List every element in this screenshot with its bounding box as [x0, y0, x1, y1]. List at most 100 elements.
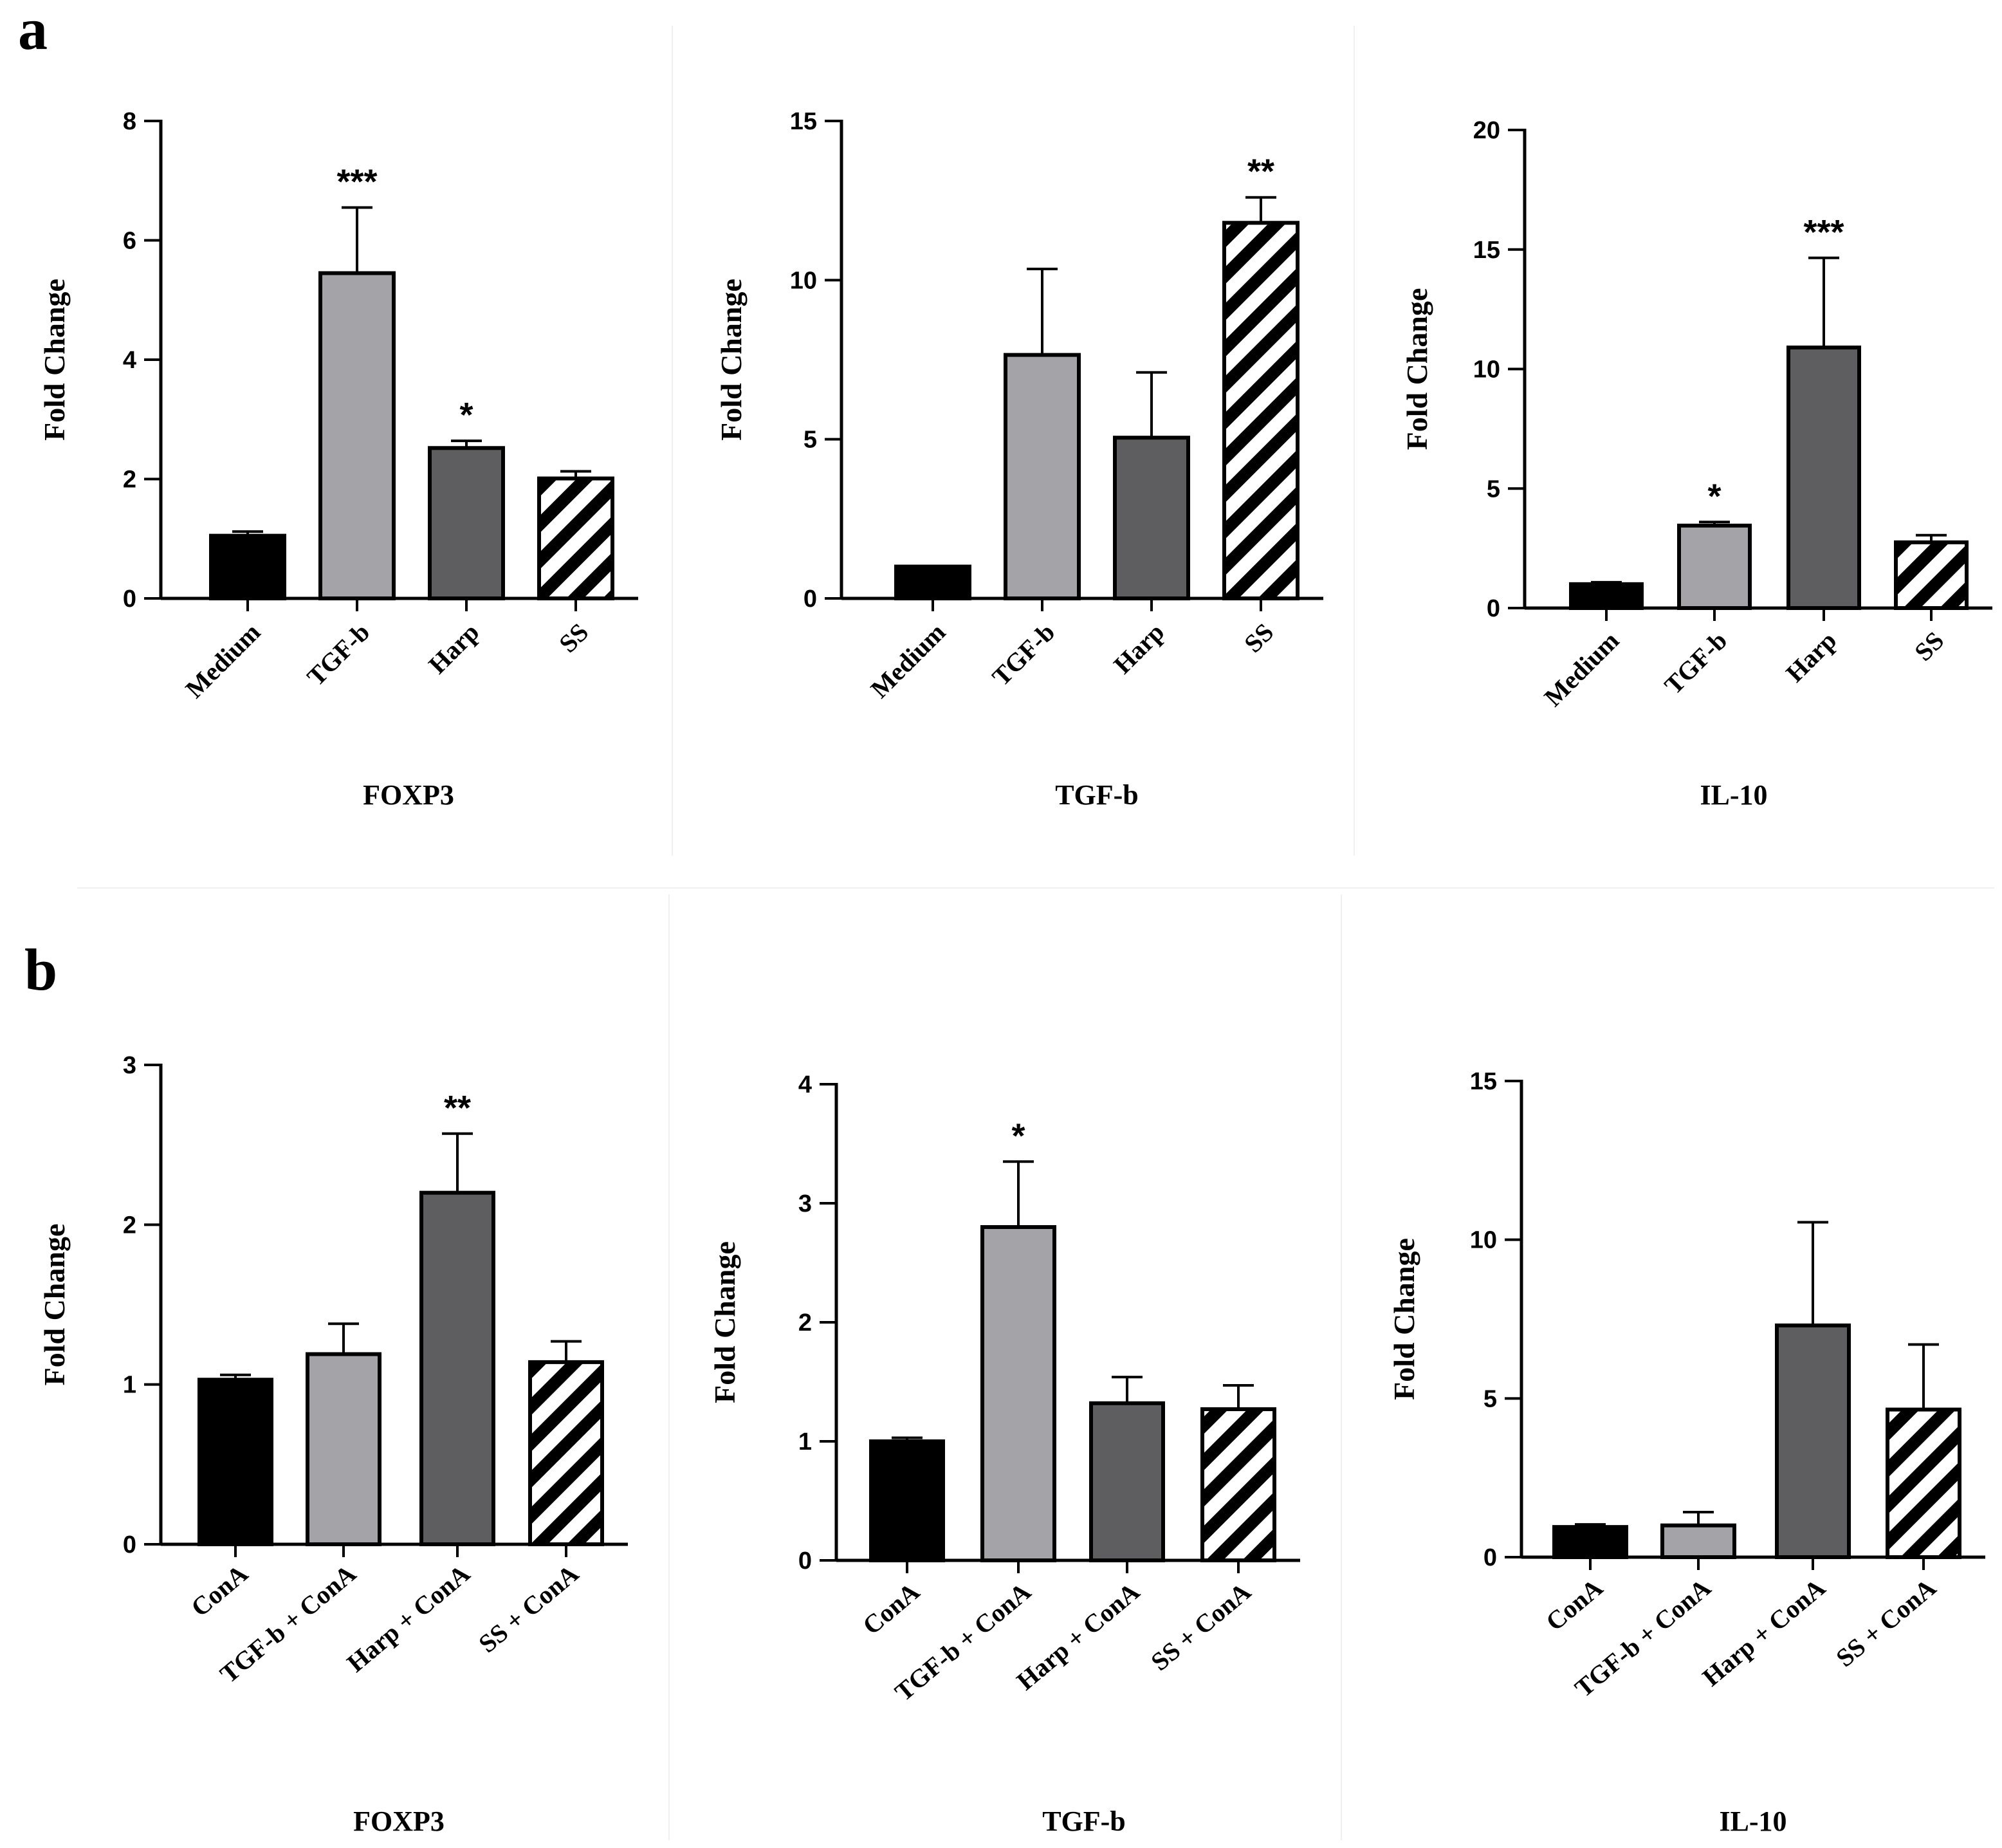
significance-marker: ** [1247, 152, 1274, 191]
y-tick-label: 1 [798, 1428, 812, 1455]
category-label: SS [1238, 618, 1279, 658]
y-tick-label: 2 [123, 1212, 136, 1239]
significance-marker: * [1707, 477, 1721, 515]
category-label: TGF-b [986, 618, 1060, 692]
significance-marker: * [1011, 1116, 1025, 1155]
category-label: ConA [1540, 1573, 1608, 1636]
y-tick-label: 0 [123, 1531, 136, 1558]
gene-label: TGF-b [1042, 1806, 1126, 1837]
bar [528, 1360, 604, 1546]
category-label: Medium [179, 618, 266, 704]
panel-letter-a: a [18, 0, 48, 62]
y-axis-label: Fold Change [715, 279, 748, 441]
y-tick-label: 5 [1483, 1385, 1497, 1412]
y-tick-label: 3 [123, 1052, 136, 1079]
gene-label: TGF-b [1055, 779, 1139, 811]
bar [537, 476, 614, 601]
y-tick-label: 3 [798, 1190, 812, 1217]
bar [1786, 346, 1861, 610]
bar [1894, 540, 1969, 611]
significance-marker: ** [444, 1089, 471, 1127]
y-tick-label: 2 [798, 1309, 812, 1336]
y-tick-label: 10 [1473, 356, 1500, 383]
y-tick-label: 6 [123, 228, 136, 255]
gene-label: IL-10 [1700, 779, 1767, 811]
panel-letter-b: b [24, 937, 57, 1003]
category-label: Harp [423, 618, 484, 679]
category-label: SS + ConA [1145, 1576, 1256, 1676]
y-tick-label: 10 [790, 267, 817, 294]
y-axis-label: Fold Change [708, 1241, 741, 1403]
y-tick-label: 0 [1483, 1544, 1497, 1571]
y-tick-label: 4 [123, 347, 136, 374]
chart-a-foxp3: Medium *** TGF-b * Harp SS 0 2 4 6 8 Fold Change FOX… [38, 108, 638, 811]
bar [419, 1190, 495, 1546]
y-tick-label: 15 [1470, 1068, 1497, 1095]
y-tick-label: 0 [804, 586, 817, 613]
category-label: Harp [1780, 626, 1842, 688]
bar [1677, 523, 1752, 611]
category-label: TGF-b [1658, 626, 1732, 700]
y-tick-label: 15 [1473, 237, 1500, 264]
y-tick-label: 0 [1487, 595, 1500, 622]
y-tick-label: 5 [804, 427, 817, 454]
gene-label: IL-10 [1719, 1806, 1786, 1837]
bar [306, 1352, 381, 1547]
category-label: SS + ConA [473, 1558, 583, 1658]
category-label: SS [553, 618, 594, 658]
y-axis-label: Fold Change [38, 279, 71, 441]
y-tick-label: 0 [123, 586, 136, 613]
chart-a-tgf-b: Medium TGF-b Harp ** SS 0 5 10 15 Fold Change TGF-… [715, 108, 1323, 811]
y-tick-label: 20 [1473, 117, 1500, 144]
bar [1775, 1323, 1851, 1560]
y-tick-label: 8 [123, 108, 136, 135]
bar [428, 446, 505, 601]
y-tick-label: 0 [798, 1548, 812, 1575]
significance-marker: *** [1803, 213, 1844, 252]
bar [980, 1225, 1056, 1562]
bar [1113, 436, 1190, 601]
y-tick-label: 2 [123, 467, 136, 494]
bar [1660, 1523, 1736, 1560]
bar [1004, 353, 1081, 601]
category-label: Harp [1108, 618, 1170, 679]
y-axis-label: Fold Change [1388, 1238, 1420, 1400]
category-label: SS + ConA [1830, 1573, 1941, 1672]
bar [894, 564, 971, 600]
y-axis-label: Fold Change [38, 1224, 71, 1386]
category-label: SS [1909, 626, 1949, 667]
bar [1089, 1401, 1165, 1563]
gene-label: FOXP3 [363, 779, 454, 811]
category-label: ConA [857, 1576, 925, 1640]
category-label: Medium [1538, 626, 1624, 712]
significance-marker: *** [336, 162, 377, 201]
bar [1552, 1525, 1628, 1559]
y-axis-label: Fold Change [1400, 288, 1433, 450]
category-label: Medium [865, 618, 951, 704]
gene-label: FOXP3 [353, 1806, 445, 1837]
bar [197, 1378, 273, 1546]
bar [1222, 221, 1299, 600]
significance-marker: * [459, 396, 473, 434]
chart-a-il-10: Medium * TGF-b *** Harp SS 0 5 10 15 20 Fold Change… [1400, 117, 1992, 811]
category-label: Harp + ConA [1697, 1573, 1831, 1692]
category-label: TGF-b [301, 618, 375, 692]
category-label: Harp + ConA [342, 1558, 475, 1677]
y-tick-label: 5 [1487, 476, 1500, 503]
bar [209, 533, 286, 600]
bar [318, 271, 396, 600]
bar [1569, 582, 1644, 610]
y-tick-label: 4 [798, 1071, 812, 1098]
category-label: ConA [185, 1558, 253, 1622]
y-tick-label: 15 [790, 108, 817, 135]
bar [1886, 1407, 1961, 1560]
bar [1200, 1407, 1276, 1563]
y-tick-label: 1 [123, 1372, 136, 1399]
bar [869, 1439, 945, 1562]
y-tick-label: 10 [1470, 1227, 1497, 1254]
